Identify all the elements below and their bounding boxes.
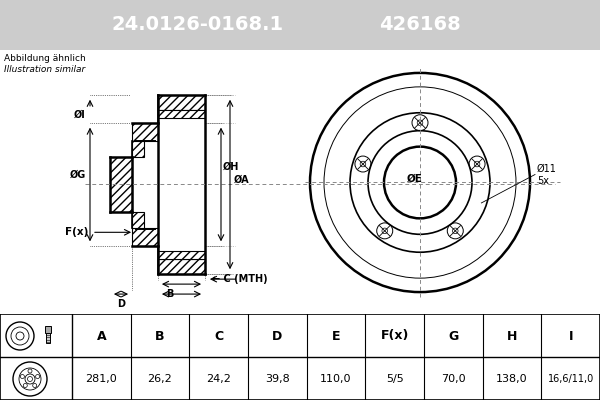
Text: I: I (568, 330, 573, 342)
Text: E: E (332, 330, 340, 342)
Text: 24,2: 24,2 (206, 374, 231, 384)
Text: Illustration similar: Illustration similar (4, 65, 85, 74)
Bar (158, 251, 205, 259)
Text: G: G (448, 330, 458, 342)
Bar (132, 212, 144, 228)
Text: B: B (166, 289, 173, 299)
Text: D: D (117, 299, 125, 309)
Text: 138,0: 138,0 (496, 374, 528, 384)
Bar (110, 156, 132, 212)
Text: F(x): F(x) (65, 227, 88, 237)
Text: H: H (507, 330, 517, 342)
Bar (158, 110, 205, 118)
Text: 70,0: 70,0 (441, 374, 466, 384)
Text: F(x): F(x) (380, 330, 409, 342)
Text: ØG: ØG (70, 170, 86, 180)
Bar (132, 141, 144, 156)
Bar (132, 228, 158, 246)
Text: 39,8: 39,8 (265, 374, 290, 384)
Bar (45, 326, 51, 333)
Text: ØH: ØH (223, 162, 239, 172)
Text: 281,0: 281,0 (85, 374, 117, 384)
Text: B: B (155, 330, 165, 342)
Text: Ø11: Ø11 (537, 164, 557, 174)
Text: ← C (MTH): ← C (MTH) (212, 274, 268, 284)
Bar (158, 259, 205, 274)
Text: 110,0: 110,0 (320, 374, 352, 384)
Text: ØA: ØA (234, 174, 250, 184)
Text: ØE: ØE (407, 174, 423, 184)
Text: ØI: ØI (74, 110, 86, 120)
Bar (46, 333, 50, 343)
Text: 24.0126-0168.1: 24.0126-0168.1 (112, 16, 284, 34)
Text: Abbildung ähnlich: Abbildung ähnlich (4, 54, 86, 63)
Text: 5x: 5x (537, 176, 549, 186)
Text: 16,6/11,0: 16,6/11,0 (548, 374, 594, 384)
Text: 26,2: 26,2 (148, 374, 172, 384)
Text: D: D (272, 330, 283, 342)
Bar (132, 123, 158, 141)
Text: A: A (97, 330, 106, 342)
Text: C: C (214, 330, 223, 342)
Bar (158, 95, 205, 110)
Text: 5/5: 5/5 (386, 374, 404, 384)
Text: 426168: 426168 (379, 16, 461, 34)
